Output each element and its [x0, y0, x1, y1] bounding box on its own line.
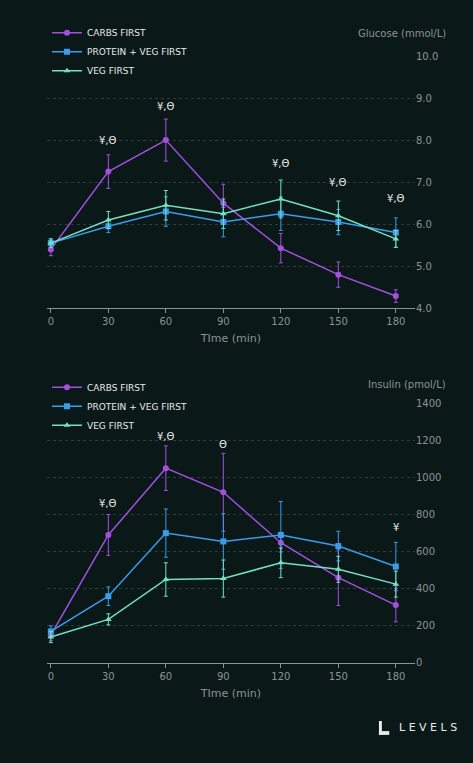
svg-text:7.0: 7.0 — [416, 177, 432, 188]
svg-text:180: 180 — [386, 671, 405, 682]
svg-text:90: 90 — [217, 671, 230, 682]
svg-text:400: 400 — [416, 583, 435, 594]
svg-text:PROTEIN + VEG FIRST: PROTEIN + VEG FIRST — [87, 47, 187, 57]
svg-text:0: 0 — [416, 657, 422, 668]
svg-text:VEG FIRST: VEG FIRST — [87, 421, 134, 431]
svg-text:0: 0 — [48, 671, 54, 682]
svg-text:600: 600 — [416, 546, 435, 557]
svg-text:1000: 1000 — [416, 472, 441, 483]
svg-text:¥,Θ: ¥,Θ — [387, 193, 405, 204]
svg-text:PROTEIN + VEG FIRST: PROTEIN + VEG FIRST — [87, 402, 187, 412]
svg-text:1400: 1400 — [416, 398, 441, 409]
svg-text:800: 800 — [416, 509, 435, 520]
svg-text:¥,Θ: ¥,Θ — [272, 158, 290, 169]
svg-text:4.0: 4.0 — [416, 303, 432, 314]
svg-text:120: 120 — [271, 316, 290, 327]
svg-text:¥,Θ: ¥,Θ — [99, 498, 117, 509]
svg-text:30: 30 — [102, 671, 115, 682]
svg-text:L E V E L S: L E V E L S — [399, 721, 457, 734]
svg-text:¥: ¥ — [393, 522, 399, 533]
svg-text:180: 180 — [386, 316, 405, 327]
svg-text:0: 0 — [48, 316, 54, 327]
svg-text:¥,Θ: ¥,Θ — [157, 431, 175, 442]
svg-text:150: 150 — [329, 671, 348, 682]
svg-text:120: 120 — [271, 671, 290, 682]
svg-text:TIme (min): TIme (min) — [200, 687, 261, 700]
svg-text:90: 90 — [217, 316, 230, 327]
svg-text:5.0: 5.0 — [416, 261, 432, 272]
svg-text:VEG FIRST: VEG FIRST — [87, 66, 134, 76]
svg-text:¥,Θ: ¥,Θ — [329, 177, 347, 188]
svg-text:¥,Θ: ¥,Θ — [99, 135, 117, 146]
svg-text:60: 60 — [159, 316, 172, 327]
svg-text:30: 30 — [102, 316, 115, 327]
svg-text:1200: 1200 — [416, 435, 441, 446]
svg-text:Insulin (pmol/L): Insulin (pmol/L) — [368, 379, 446, 390]
svg-text:10.0: 10.0 — [416, 51, 438, 62]
svg-text:8.0: 8.0 — [416, 135, 432, 146]
svg-text:150: 150 — [329, 316, 348, 327]
svg-text:CARBS FIRST: CARBS FIRST — [87, 28, 146, 38]
svg-text:¥,Θ: ¥,Θ — [157, 101, 175, 112]
svg-text:CARBS FIRST: CARBS FIRST — [87, 383, 146, 393]
svg-text:60: 60 — [159, 671, 172, 682]
svg-text:Glucose (mmol/L): Glucose (mmol/L) — [358, 28, 446, 39]
svg-text:9.0: 9.0 — [416, 93, 432, 104]
svg-text:6.0: 6.0 — [416, 219, 432, 230]
svg-text:Θ: Θ — [219, 439, 227, 450]
svg-text:TIme (min): TIme (min) — [200, 332, 261, 345]
svg-text:200: 200 — [416, 620, 435, 631]
